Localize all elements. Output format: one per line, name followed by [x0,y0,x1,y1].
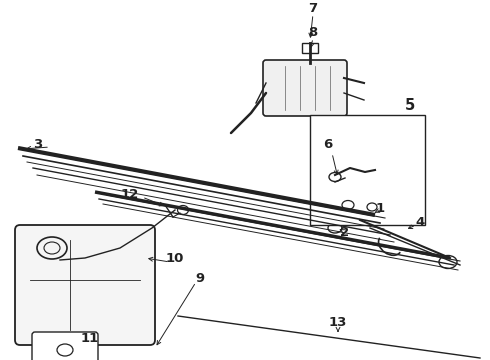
Text: 8: 8 [308,26,318,39]
Text: 6: 6 [323,139,333,152]
FancyBboxPatch shape [263,60,347,116]
Text: 3: 3 [33,139,43,152]
FancyBboxPatch shape [15,225,155,345]
Text: 12: 12 [121,188,139,201]
Text: 1: 1 [375,202,385,215]
Text: 10: 10 [166,252,184,265]
Text: 7: 7 [308,1,318,14]
Text: 11: 11 [81,332,99,345]
Text: 2: 2 [341,226,349,239]
Bar [310,115,425,225]
FancyBboxPatch shape [32,332,98,360]
Text: 5: 5 [405,98,415,112]
Bar [302,43,318,53]
Text: 9: 9 [196,271,204,284]
Text: 4: 4 [416,216,425,229]
Text: 13: 13 [329,316,347,329]
